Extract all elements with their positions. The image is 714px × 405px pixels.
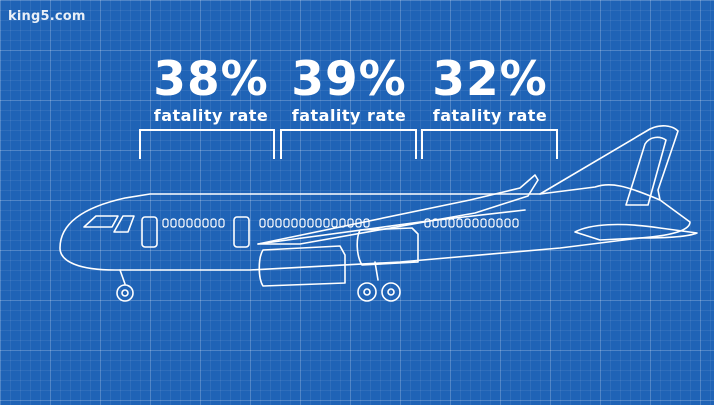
horizontal-stabilizer (574, 223, 698, 241)
king5-logo: king5.com (8, 9, 86, 24)
fatality-percentage-middle: 39% (291, 52, 407, 107)
vertical-tail (539, 125, 679, 201)
near-wing-root (257, 209, 526, 245)
fatality-label-rear: fatality rate (432, 106, 548, 125)
main-gear-strut (374, 261, 379, 281)
left-engine (258, 245, 346, 287)
stat-front-section: 38% fatality rate (136, 55, 286, 126)
fatality-label-middle: fatality rate (291, 106, 407, 125)
cockpit-window-side (113, 215, 135, 233)
main-wheel-right (381, 282, 401, 302)
bracket-middle-section (280, 129, 417, 159)
tail-fin-detail (625, 136, 667, 206)
middle-door (233, 216, 250, 248)
cockpit-window (83, 215, 119, 228)
fatality-label-front: fatality rate (153, 106, 269, 125)
nose-gear-strut (119, 269, 126, 285)
front-door (141, 216, 158, 248)
stat-rear-section: 32% fatality rate (415, 55, 565, 126)
stat-middle-section: 39% fatality rate (274, 55, 424, 126)
nose-wheel (116, 284, 134, 302)
main-wheel-left (357, 282, 377, 302)
bracket-rear-section (421, 129, 558, 159)
fatality-percentage-rear: 32% (432, 52, 548, 107)
bracket-front-section (139, 129, 275, 159)
upper-wing (257, 174, 539, 245)
fatality-percentage-front: 38% (153, 52, 269, 107)
right-engine (356, 227, 419, 266)
